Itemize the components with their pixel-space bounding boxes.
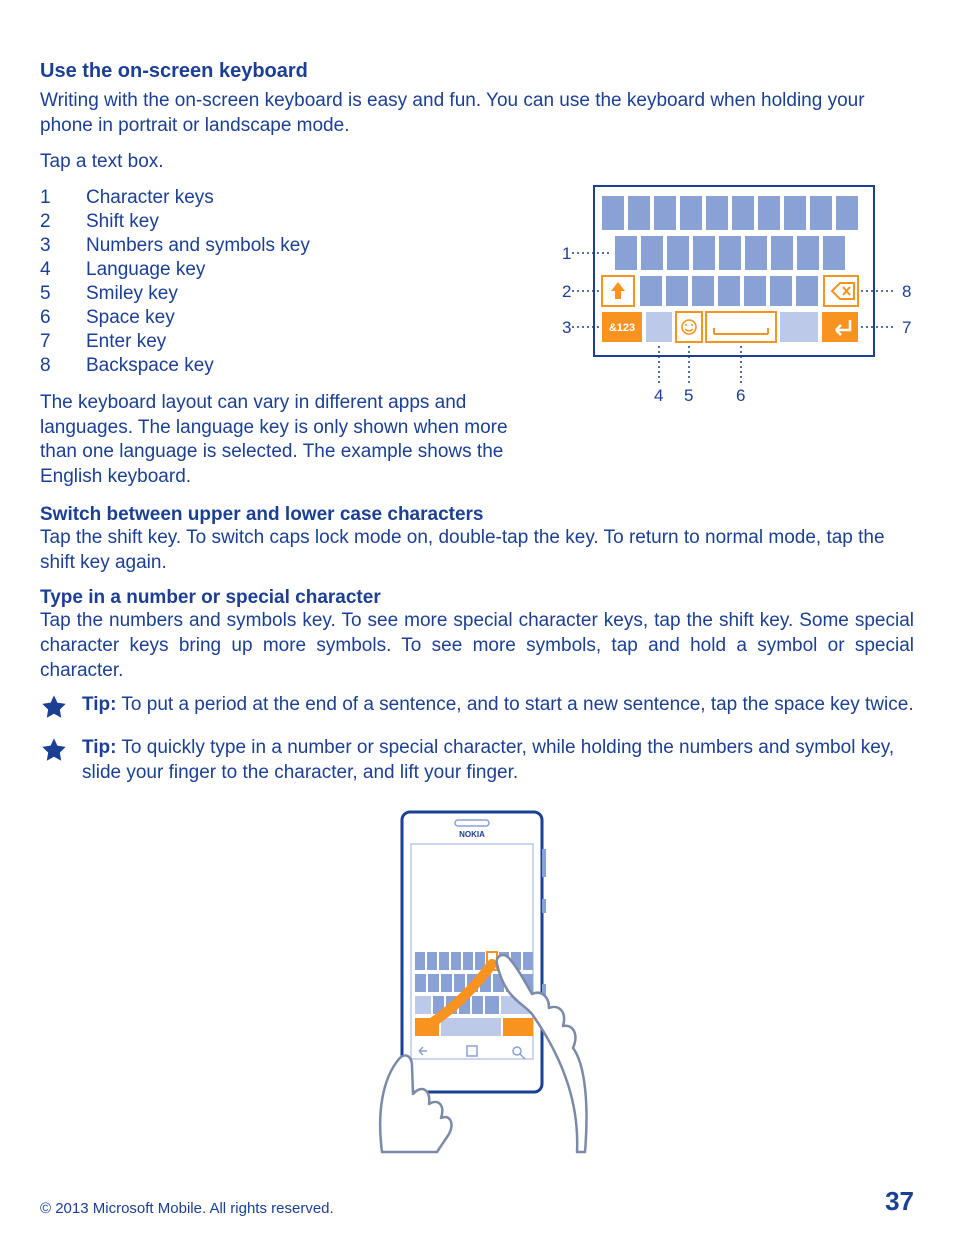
tip-text-1: Tip: To put a period at the end of a sen…: [82, 693, 914, 718]
section-title-keyboard: Use the on-screen keyboard: [40, 60, 914, 83]
body-para-2: Tap a text box.: [40, 150, 524, 175]
body-para-3: The keyboard layout can vary in differen…: [40, 391, 524, 490]
list-label: Space key: [86, 307, 310, 331]
body-type-number: Tap the numbers and symbols key. To see …: [40, 609, 914, 683]
list-item: 8Backspace key: [40, 355, 310, 379]
list-item: 2Shift key: [40, 211, 310, 235]
tip-body: To quickly type in a number or special c…: [82, 737, 894, 783]
svg-text:6: 6: [736, 386, 745, 405]
list-num: 1: [40, 187, 86, 211]
subhead-type-number: Type in a number or special character: [40, 587, 914, 609]
svg-text:7: 7: [902, 318, 911, 337]
list-label: Backspace key: [86, 355, 310, 379]
list-label: Shift key: [86, 211, 310, 235]
page-footer: © 2013 Microsoft Mobile. All rights rese…: [40, 1186, 914, 1217]
key-legend-list: 1Character keys 2Shift key 3Numbers and …: [40, 187, 310, 379]
svg-text:&123: &123: [609, 322, 635, 334]
section-type-number: Type in a number or special character Ta…: [40, 587, 914, 683]
list-num: 5: [40, 283, 86, 307]
tip-body: To put a period at the end of a sentence…: [116, 694, 913, 715]
tip-text-2: Tip: To quickly type in a number or spec…: [82, 736, 914, 785]
svg-text:NOKIA: NOKIA: [459, 830, 485, 839]
list-label: Language key: [86, 259, 310, 283]
list-item: 4Language key: [40, 259, 310, 283]
list-num: 7: [40, 331, 86, 355]
copyright-text: © 2013 Microsoft Mobile. All rights rese…: [40, 1200, 334, 1217]
body-switch-case: Tap the shift key. To switch caps lock m…: [40, 526, 914, 575]
list-num: 3: [40, 235, 86, 259]
list-item: 1Character keys: [40, 187, 310, 211]
list-label: Smiley key: [86, 283, 310, 307]
right-column: &123: [554, 150, 914, 493]
svg-text:4: 4: [654, 386, 663, 405]
section-switch-case: Switch between upper and lower case char…: [40, 504, 914, 575]
page-content: Use the on-screen keyboard Writing with …: [40, 60, 914, 1154]
tip-row-1: Tip: To put a period at the end of a sen…: [40, 693, 914, 726]
list-label: Character keys: [86, 187, 310, 211]
star-icon: [40, 693, 68, 726]
list-num: 4: [40, 259, 86, 283]
page-number: 37: [885, 1186, 914, 1217]
tip-label: Tip:: [82, 737, 116, 758]
svg-text:8: 8: [902, 282, 911, 301]
svg-text:1: 1: [562, 244, 571, 263]
svg-text:5: 5: [684, 386, 693, 405]
tip-row-2: Tip: To quickly type in a number or spec…: [40, 736, 914, 785]
two-column-row: Tap a text box. 1Character keys 2Shift k…: [40, 150, 914, 493]
keyboard-diagram: &123: [554, 178, 914, 418]
list-item: 7Enter key: [40, 331, 310, 355]
phone-illustration: NOKIA: [40, 804, 914, 1154]
list-item: 5Smiley key: [40, 283, 310, 307]
list-num: 8: [40, 355, 86, 379]
list-label: Enter key: [86, 331, 310, 355]
list-label: Numbers and symbols key: [86, 235, 310, 259]
body-para-1: Writing with the on-screen keyboard is e…: [40, 89, 914, 138]
list-num: 2: [40, 211, 86, 235]
star-icon: [40, 736, 68, 769]
list-num: 6: [40, 307, 86, 331]
tip-label: Tip:: [82, 694, 116, 715]
subhead-switch-case: Switch between upper and lower case char…: [40, 504, 914, 526]
svg-text:3: 3: [562, 318, 571, 337]
svg-text:2: 2: [562, 282, 571, 301]
left-column: Tap a text box. 1Character keys 2Shift k…: [40, 150, 524, 493]
list-item: 3Numbers and symbols key: [40, 235, 310, 259]
list-item: 6Space key: [40, 307, 310, 331]
